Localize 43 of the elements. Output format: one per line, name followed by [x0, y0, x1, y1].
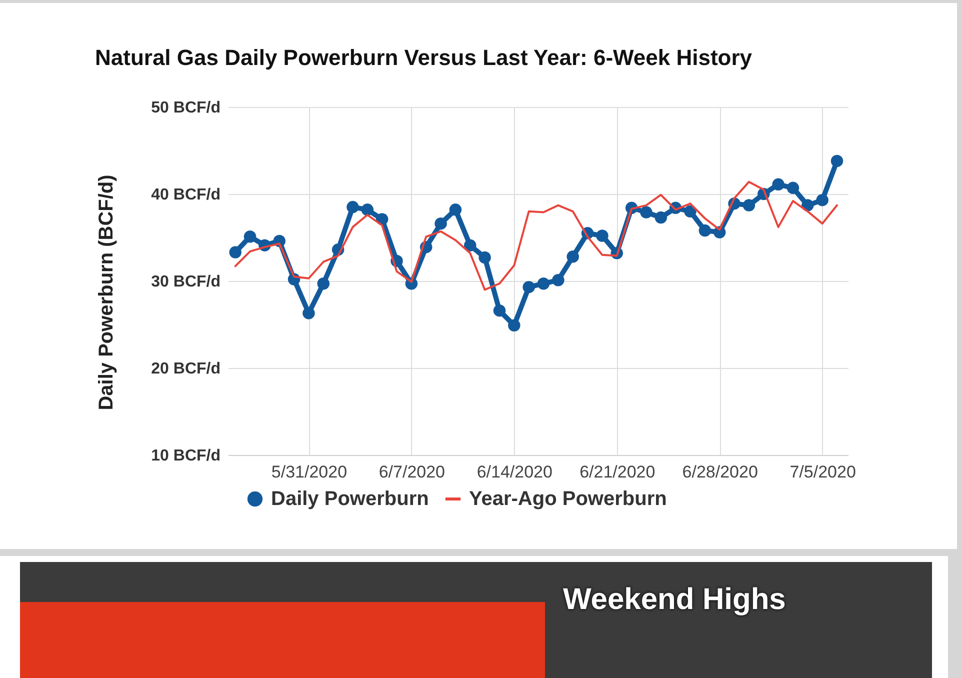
- point: [361, 204, 374, 216]
- x-tick-label: 6/28/2020: [682, 462, 758, 482]
- point: [317, 278, 330, 290]
- x-tick-label: 6/14/2020: [476, 462, 552, 482]
- y-tick-label: 40 BCF/d: [151, 186, 220, 204]
- point: [566, 250, 579, 263]
- point: [684, 205, 696, 218]
- x-tick-label: 6/21/2020: [580, 462, 656, 482]
- point: [244, 230, 256, 243]
- line-series: [234, 180, 838, 291]
- point: [346, 200, 359, 214]
- legend-label: Year-Ago Powerburn: [469, 488, 667, 510]
- y-tick-label: 10 BCF/d: [151, 448, 220, 464]
- x-tick-label: 5/31/2020: [271, 462, 348, 482]
- point: [772, 178, 784, 191]
- x-tick-label: 6/7/2020: [378, 462, 446, 482]
- point: [816, 194, 828, 206]
- point: [552, 274, 564, 286]
- point: [229, 246, 242, 258]
- point: [478, 251, 491, 264]
- point: [464, 239, 476, 252]
- point: [449, 204, 462, 216]
- point: [742, 199, 756, 212]
- y-tick-label: 20 BCF/d: [151, 360, 220, 378]
- point: [786, 182, 800, 194]
- point: [596, 230, 608, 242]
- legend-label: Daily Powerburn: [271, 488, 429, 510]
- point: [522, 280, 535, 294]
- y-tick-label: 30 BCF/d: [151, 274, 220, 290]
- point: [640, 206, 652, 218]
- chart-title: Natural Gas Daily Powerburn Versus Last Year: 6-Week History: [95, 45, 753, 70]
- point: [508, 319, 520, 332]
- point: [654, 211, 668, 224]
- text: Weekend Highs: [563, 583, 786, 617]
- point: [493, 304, 506, 317]
- y-axis-title: Daily Powerburn (BCF/d): [96, 174, 118, 410]
- point: [537, 278, 550, 290]
- point: [698, 224, 712, 237]
- point: [830, 154, 844, 168]
- y-tick-label: 50 BCF/d: [151, 100, 220, 116]
- x-tick-label: 7/5/2020: [790, 462, 856, 482]
- point: [302, 307, 315, 320]
- point: [434, 217, 447, 230]
